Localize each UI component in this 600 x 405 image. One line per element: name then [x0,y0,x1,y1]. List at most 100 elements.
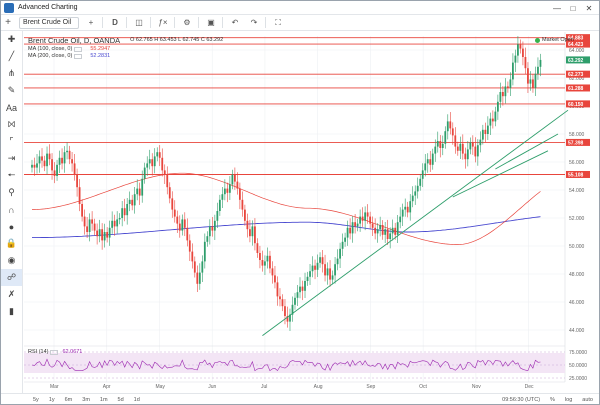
settings-icon[interactable]: ⚙ [183,18,191,27]
legend-ma200-settings[interactable] [74,54,83,60]
cursor-icon[interactable]: ✚ [7,34,16,44]
candle-body [274,275,276,283]
candle-body [339,248,341,259]
candle-body [459,143,462,151]
candle-body [499,92,502,102]
minimize-button[interactable]: — [553,3,561,13]
text-icon[interactable]: Aa [5,102,17,113]
candle-body [81,204,83,217]
redo-icon[interactable]: ↷ [250,18,258,27]
range-1y[interactable]: 1y [48,396,55,403]
legend-ma100-settings[interactable] [74,46,83,52]
candle-body [218,199,221,211]
candle-body [133,194,136,206]
auto-toggle[interactable]: auto [582,396,593,403]
brush-icon[interactable]: ✎ [7,85,16,95]
candle-body [281,299,284,307]
candle-body [504,86,507,97]
candle-body [171,198,174,210]
candle-body [491,118,494,122]
candle-body [424,163,427,171]
timeframe-button[interactable]: D [112,18,118,27]
candle-body [326,268,329,276]
log-toggle[interactable]: log [564,396,573,403]
candle-body [156,152,159,157]
close-button[interactable]: ✕ [585,3,593,13]
candle-body [254,226,256,244]
candle-body [376,229,379,234]
indicator-icon[interactable]: ƒ× [158,18,168,27]
link-icon[interactable]: ☍ [1,269,22,286]
candle-body [421,170,424,179]
candle-body [532,79,534,88]
lock-icon[interactable]: 🔒 [5,238,18,248]
candle-body [524,57,527,69]
candle-body [476,145,479,157]
zoom-icon[interactable]: ⚲ [8,187,15,197]
candle-body [439,141,442,148]
candle-body [158,152,161,158]
camera-icon[interactable]: ▣ [207,18,215,27]
range-1d[interactable]: 1d [133,396,140,403]
arrow-left-icon[interactable]: 🠔 [7,169,16,180]
measure-icon[interactable]: ⇥ [7,153,16,163]
candle-body [33,164,36,168]
candle-body [43,160,46,167]
candle-body [509,79,512,88]
candle-body [469,142,472,150]
trendline [452,150,549,198]
crosshair-icon[interactable]: + [5,17,11,28]
eye-icon[interactable]: ◉ [7,255,16,265]
fullscreen-icon[interactable]: ⛶ [275,17,281,27]
window-title: Advanced Charting [18,4,78,11]
range-5d[interactable]: 5d [117,396,124,403]
candle-body [366,212,369,217]
legend-ohlc: O 62.765 H 63.453 L 62.745 C 63.292 [130,37,224,43]
candle-body [389,233,392,239]
maximize-button[interactable]: □ [570,3,576,13]
range-1m[interactable]: 1m [99,396,108,403]
candle-body [431,153,434,165]
price-label-box [566,34,590,42]
candle-body [361,216,364,221]
candles-icon[interactable]: ◫ [135,18,143,27]
candle-body [233,174,236,182]
candle-body [374,227,377,234]
price-label-box [566,170,590,178]
lock-drawings-icon[interactable]: ● [8,221,15,232]
rsi-label: RSI (14) [28,349,49,355]
candle-body [191,251,194,262]
fork-icon[interactable]: ⋔ [7,68,16,78]
rsi-settings[interactable] [50,349,59,355]
undo-icon[interactable]: ↶ [231,18,239,27]
candle-body [356,223,359,227]
price-label-box [566,40,590,48]
trash-icon[interactable]: ▮ [9,306,14,316]
candle-body [519,44,522,49]
candle-body [131,199,134,206]
pattern-icon[interactable]: ⨝ [7,119,16,129]
range-6m[interactable]: 6m [64,396,73,403]
y-tick-label: 44.000 [569,328,585,334]
candle-body [183,219,186,228]
range-3m[interactable]: 3m [82,396,90,403]
candle-body [294,297,296,305]
add-compare-button[interactable]: + [88,18,94,27]
trendline-icon[interactable]: ╱ [8,51,15,61]
candle-body [411,195,414,202]
candle-body [228,184,231,193]
range-5y[interactable]: 5y [33,396,39,403]
remove-drawings-icon[interactable]: ✗ [7,289,16,299]
candle-body [98,229,101,237]
symbol-search-input[interactable]: Brent Crude Oil [19,16,79,29]
prediction-icon[interactable]: ⌜ [9,136,14,146]
candle-body [266,255,269,262]
price-label-text: 61.288 [568,86,584,92]
percent-toggle[interactable]: % [550,396,555,403]
candle-body [404,206,407,210]
candle-body [489,118,492,126]
candle-body [296,292,299,298]
candle-body [486,125,489,134]
price-chart[interactable]: 44.000 46.000 48.000 50.000 52.000 54.000 56.0… [24,32,599,393]
magnet-icon[interactable]: ∩ [8,204,15,215]
